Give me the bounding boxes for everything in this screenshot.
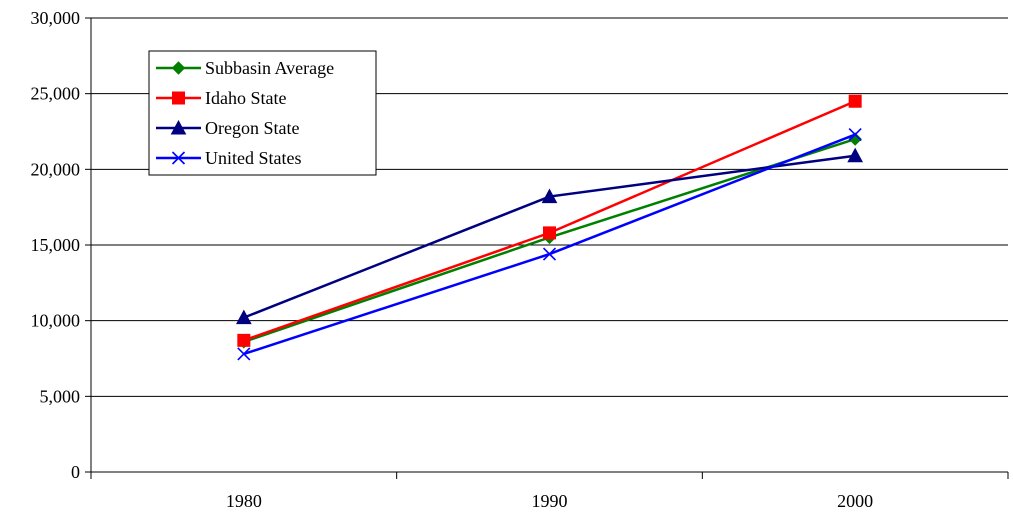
y-tick-label: 15,000 [31, 235, 81, 255]
legend: Subbasin Average Idaho State Oregon State U… [148, 50, 377, 176]
legend-label: Oregon State [205, 118, 299, 138]
legend-item-subbasin-average: Subbasin Average [156, 58, 334, 78]
marker-square [543, 226, 556, 240]
legend-item-oregon-state: Oregon State [156, 118, 299, 138]
marker-x-stroke [542, 247, 557, 261]
x-tick-label: 1990 [532, 491, 568, 511]
x-tick-labels: 1980 1990 2000 [226, 491, 873, 511]
marker-diamond [171, 61, 186, 75]
marker-triangle [847, 147, 864, 163]
marker-triangle [235, 309, 252, 325]
marker-square [237, 333, 251, 347]
axes [85, 17, 1009, 479]
marker-triangle [541, 188, 558, 204]
marker-x-stroke [237, 347, 251, 361]
marker-x-stroke [171, 151, 186, 165]
legend-label: Subbasin Average [205, 58, 334, 78]
y-tick-label: 25,000 [31, 84, 81, 104]
y-tick-label: 0 [71, 462, 80, 482]
marker-x-stroke [848, 127, 862, 142]
marker-x [848, 127, 862, 142]
y-tick-label: 10,000 [31, 311, 81, 331]
series-group [235, 94, 864, 361]
series-oregon-state [235, 147, 864, 325]
y-tick-labels: 0 5,000 10,000 15,000 20,000 25,000 30,000 [31, 8, 81, 482]
legend-box [148, 50, 377, 176]
marker-x [542, 247, 557, 261]
marker-x [237, 347, 251, 361]
marker-x [171, 151, 186, 165]
series-idaho-state [237, 94, 862, 347]
y-tick-label: 30,000 [31, 8, 81, 28]
marker-square [848, 94, 862, 108]
marker-square [172, 91, 185, 105]
series-united-states [237, 127, 862, 361]
legend-label: Idaho State [205, 88, 286, 108]
legend-item-idaho-state: Idaho State [156, 88, 286, 108]
y-tick-label: 20,000 [31, 159, 81, 179]
marker-triangle [170, 119, 187, 135]
x-tick-label: 1980 [226, 491, 262, 511]
y-tick-label: 5,000 [40, 386, 81, 406]
legend-label: United States [205, 148, 302, 168]
legend-item-united-states: United States [156, 148, 302, 168]
x-tick-label: 2000 [837, 491, 873, 511]
